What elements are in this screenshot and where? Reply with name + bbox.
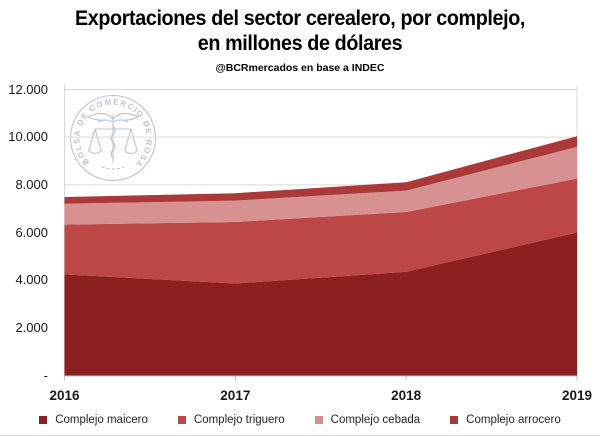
caduceus-scales-icon [86,112,140,170]
legend-item: Complejo arrocero [450,414,561,426]
legend-item: Complejo triguero [177,414,285,426]
legend-label: Complejo maicero [55,414,148,426]
legend-swatch-icon [177,416,186,424]
chart-title: Exportaciones del sector cerealero, por … [18,6,582,56]
legend-label: Complejo arrocero [466,414,561,426]
legend-label: Complejo cebada [330,414,421,426]
y-tick-label: 2.000 [15,319,48,335]
y-tick-label: 4.000 [15,272,48,288]
legend-label: Complejo triguero [193,414,285,426]
chart-subtitle: @BCRmercados en base a INDEC [215,62,385,74]
area-series-1 [64,178,577,284]
area-series-0 [64,232,577,376]
legend-swatch-icon [314,416,323,424]
x-tick-label: 2016 [49,388,80,403]
y-tick-label: 10.000 [8,129,48,145]
x-tick-label: 2019 [561,388,593,403]
y-tick-label: - [43,367,48,383]
legend: Complejo maicero Complejo triguero Complej… [0,411,600,429]
y-tick-label: 6.000 [15,224,48,240]
chart-title-line1: Exportaciones del sector cerealero, por … [74,7,526,30]
legend-swatch-icon [450,416,459,424]
area-series-3 [64,136,577,204]
x-tick-label: 2018 [391,388,422,403]
chart-title-line2: en millones de dólares [197,32,403,55]
seal-outer-ring [69,94,157,182]
legend-swatch-icon [39,416,48,424]
x-tick-label: 2017 [220,388,251,403]
y-tick-label: 12.000 [8,81,48,97]
y-tick-label: 8.000 [15,176,48,192]
area-series-2 [64,146,577,225]
legend-item: Complejo maicero [39,414,148,426]
legend-item: Complejo cebada [314,414,421,426]
